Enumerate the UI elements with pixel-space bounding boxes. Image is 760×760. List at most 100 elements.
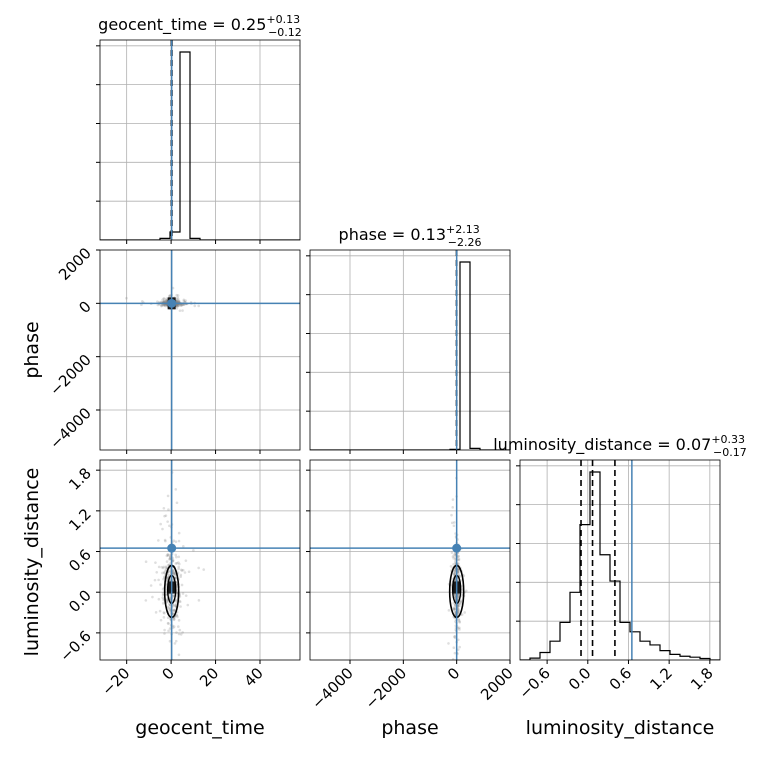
sample-point: [157, 565, 161, 569]
sample-point: [452, 606, 456, 609]
sample-point: [164, 569, 167, 573]
histogram-phase: [310, 261, 510, 450]
sample-point: [457, 572, 460, 575]
sample-point: [166, 553, 170, 556]
tick-label-x: 0: [444, 664, 463, 683]
sample-point: [163, 611, 166, 615]
sample-point: [151, 595, 154, 599]
tick-label-x: 2000: [477, 664, 517, 704]
sample-point: [168, 595, 171, 598]
sample-point: [453, 593, 457, 596]
sample-point: [165, 599, 169, 602]
sample-point: [453, 634, 457, 638]
tick-label-x: 0: [158, 664, 177, 683]
sample-point: [180, 303, 184, 307]
sample-point: [457, 554, 460, 558]
tick-label-x: 1.8: [687, 664, 717, 694]
sample-point: [453, 603, 457, 607]
sample-point: [165, 297, 168, 301]
sample-point: [452, 607, 456, 610]
sample-point: [178, 309, 182, 312]
sample-point: [172, 570, 175, 573]
sample-point: [177, 619, 181, 622]
sample-point: [175, 299, 179, 303]
sample-point: [166, 605, 170, 609]
sample-point: [182, 303, 186, 307]
sample-point: [453, 607, 457, 611]
sample-point: [168, 607, 171, 611]
sample-point: [177, 565, 181, 569]
sample-point: [177, 625, 180, 628]
sample-point: [164, 299, 168, 302]
sample-point: [176, 297, 180, 301]
sample-point: [166, 573, 170, 577]
sample-point: [161, 602, 165, 605]
sample-point: [173, 573, 177, 576]
sample-point: [177, 304, 181, 307]
sample-point: [149, 584, 153, 587]
sample-point: [457, 605, 460, 608]
sample-point: [179, 573, 183, 577]
sample-point: [166, 494, 170, 498]
sample-point: [164, 539, 167, 543]
sample-point: [173, 603, 177, 607]
sample-point: [174, 540, 178, 543]
sample-point: [452, 608, 456, 612]
sample-point: [457, 555, 460, 558]
sample-point: [177, 555, 181, 559]
sample-point: [167, 563, 170, 567]
sample-point: [157, 578, 160, 582]
sample-point: [457, 557, 461, 561]
sample-point: [452, 563, 455, 566]
sample-point: [162, 303, 165, 307]
sample-point: [197, 304, 200, 308]
svg-text:phase = 0.13+2.13−2.26: phase = 0.13+2.13 −2.26: [339, 223, 482, 249]
sample-point: [457, 570, 460, 574]
histogram-luminosity_distance: [520, 471, 720, 660]
sample-point: [460, 613, 464, 616]
sample-point: [166, 621, 170, 625]
sample-point: [458, 628, 461, 631]
panel-title-luminosity_distance: luminosity_distance = 0.07+0.33 −0.17: [493, 433, 747, 459]
sample-point: [158, 609, 162, 613]
sample-point: [457, 562, 460, 565]
sample-point: [176, 296, 179, 299]
sample-point: [144, 560, 148, 564]
sample-point: [166, 576, 170, 580]
sample-point: [177, 567, 180, 571]
sample-point: [458, 604, 461, 608]
sample-point: [452, 607, 456, 611]
sample-point: [453, 608, 456, 611]
sample-point: [167, 606, 171, 609]
svg-text:geocent_time = 0.25+0.13−0.12: geocent_time = 0.25+0.13 −0.12: [98, 13, 302, 39]
sample-point: [125, 296, 128, 300]
sample-point: [197, 566, 200, 570]
sample-point: [175, 307, 179, 310]
tick-label-x: 1.2: [646, 664, 676, 694]
panel-title-phase: phase = 0.13+2.13 −2.26: [339, 223, 482, 249]
sample-point: [161, 566, 165, 570]
sample-point: [168, 294, 171, 298]
sample-point: [447, 642, 450, 645]
sample-point: [174, 604, 178, 607]
sample-point: [457, 638, 460, 642]
sample-point: [171, 609, 175, 613]
panel-frame: [519, 459, 721, 661]
panel-phase-vs-phase: [306, 249, 511, 454]
panel-frame: [99, 39, 301, 241]
sample-point: [174, 577, 178, 580]
sample-point: [193, 304, 197, 308]
sample-point: [456, 626, 460, 630]
sample-point: [182, 545, 185, 548]
sample-point: [181, 309, 184, 312]
sample-point: [456, 612, 460, 616]
panel-phase-vs-geocent_time: −4000−2000 0 2000: [46, 244, 301, 454]
sample-point: [140, 303, 143, 307]
sample-point: [176, 615, 179, 619]
sample-point: [175, 555, 178, 559]
sample-point: [179, 304, 183, 307]
sample-point: [182, 298, 186, 302]
sample-point: [164, 299, 168, 303]
sample-point: [459, 599, 463, 602]
sample-point: [175, 304, 179, 308]
